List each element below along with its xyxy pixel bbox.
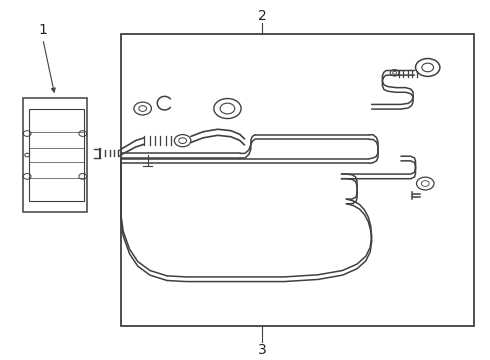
Text: 3: 3 (258, 343, 267, 357)
Text: 2: 2 (258, 9, 267, 23)
Text: 1: 1 (38, 23, 47, 37)
